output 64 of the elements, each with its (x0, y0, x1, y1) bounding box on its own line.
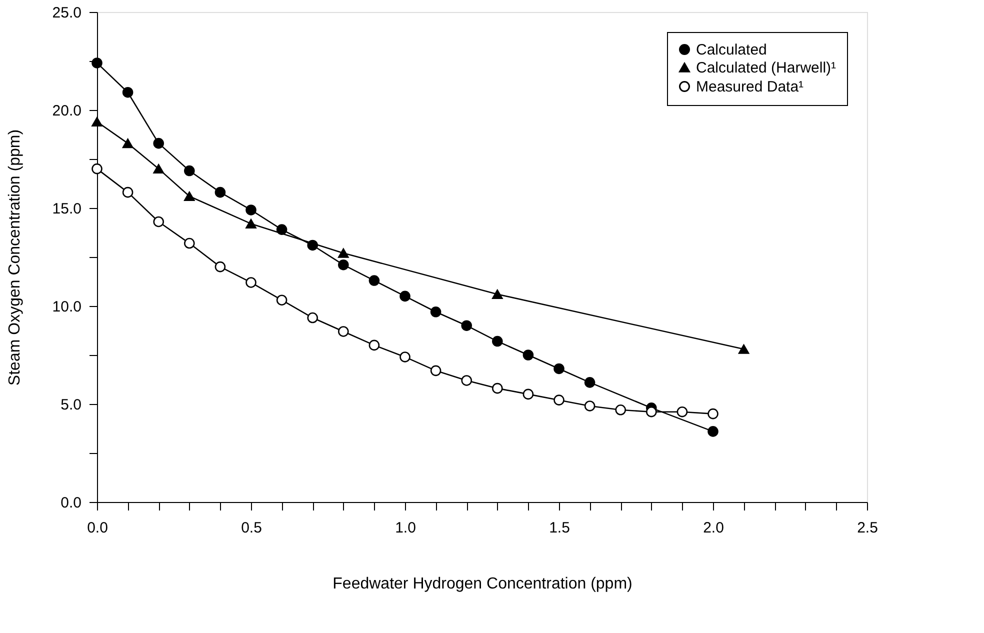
point (368, 275, 380, 286)
point (430, 365, 442, 376)
x-tick-label: 2.5 (857, 520, 878, 536)
point (276, 294, 288, 306)
y-tick-label: 25.0 (52, 4, 82, 22)
y-tick-label: 5.0 (60, 396, 82, 414)
point (738, 344, 750, 354)
legend-label: Calculated (696, 42, 767, 58)
x-tick-label: 0.5 (241, 520, 262, 536)
point (554, 363, 564, 374)
point (246, 204, 256, 216)
point (184, 165, 195, 176)
point (153, 216, 164, 228)
point (338, 259, 349, 270)
point (92, 58, 102, 68)
point (184, 238, 195, 249)
x-tick-label: 1.0 (395, 520, 416, 536)
y-tick-label: 10.0 (52, 298, 82, 316)
point (92, 117, 102, 127)
point (615, 404, 626, 416)
point (492, 336, 503, 347)
point (338, 248, 349, 258)
point (584, 400, 596, 412)
point (92, 163, 102, 174)
point (122, 138, 134, 148)
point (522, 350, 534, 360)
point (492, 382, 503, 394)
point (676, 406, 688, 418)
x-tick-label: 0.0 (87, 520, 108, 536)
legend-label: Calculated (Harwell)¹ (696, 60, 836, 76)
point (184, 191, 195, 201)
point (492, 289, 503, 299)
point (554, 394, 564, 406)
point (708, 426, 718, 437)
point (307, 240, 318, 251)
point (214, 186, 226, 198)
point (246, 277, 256, 288)
point (400, 352, 410, 362)
x-tick-label: 1.5 (549, 520, 570, 536)
point (276, 224, 288, 235)
point (708, 408, 718, 420)
point (646, 406, 657, 418)
point (584, 377, 596, 388)
point (368, 340, 380, 351)
y-tick-label: 15.0 (52, 200, 82, 218)
point (153, 164, 164, 174)
point (461, 375, 472, 386)
legend-label: Measured Data¹ (696, 78, 804, 96)
point (246, 218, 256, 228)
x-tick-label: 2.0 (703, 520, 724, 536)
x-axis-title: Feedwater Hydrogen Concentration (ppm) (332, 576, 632, 592)
point (522, 388, 534, 400)
point (122, 186, 134, 198)
point (122, 86, 134, 98)
point (307, 312, 318, 324)
y-tick-label: 0.0 (60, 494, 82, 512)
y-axis-title: Steam Oxygen Concentration (ppm) (6, 129, 24, 386)
point (153, 138, 164, 149)
point (461, 320, 472, 331)
y-tick-label: 20.0 (52, 102, 82, 120)
point (400, 290, 410, 302)
point (338, 326, 349, 337)
point (430, 306, 442, 318)
point (214, 261, 226, 272)
